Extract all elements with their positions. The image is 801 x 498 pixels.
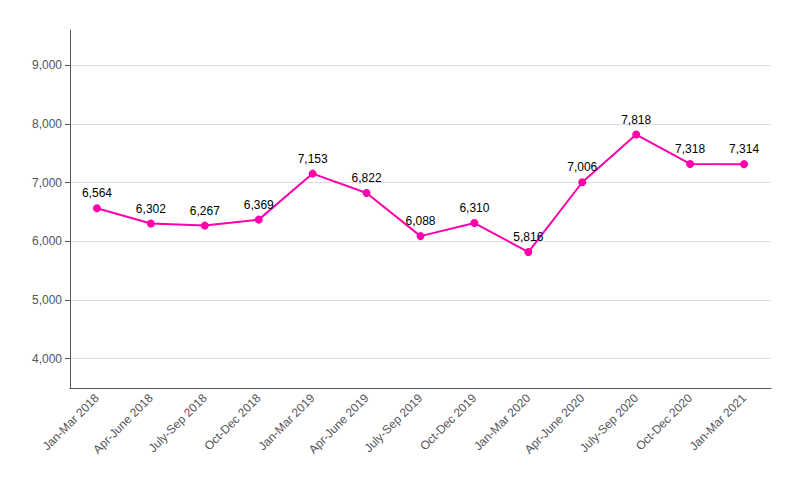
svg-text:6,564: 6,564	[82, 186, 112, 200]
svg-text:Apr-June 2018: Apr-June 2018	[90, 391, 156, 457]
svg-text:Oct-Dec 2018: Oct-Dec 2018	[201, 391, 264, 454]
svg-text:6,302: 6,302	[136, 202, 166, 216]
svg-text:7,153: 7,153	[298, 152, 328, 166]
svg-text:6,088: 6,088	[405, 214, 435, 228]
svg-text:6,822: 6,822	[352, 171, 382, 185]
svg-text:7,818: 7,818	[621, 113, 651, 127]
svg-text:4,000: 4,000	[32, 352, 62, 366]
svg-text:7,318: 7,318	[675, 142, 705, 156]
svg-text:July-Sep 2019: July-Sep 2019	[361, 391, 425, 455]
svg-text:5,000: 5,000	[32, 293, 62, 307]
svg-text:6,000: 6,000	[32, 234, 62, 248]
svg-text:Apr-June 2019: Apr-June 2019	[306, 391, 372, 457]
svg-text:Apr-June 2020: Apr-June 2020	[521, 391, 588, 457]
svg-text:7,314: 7,314	[729, 142, 759, 156]
svg-text:July-Sep 2018: July-Sep 2018	[146, 391, 210, 455]
svg-text:6,310: 6,310	[459, 201, 489, 215]
svg-text:7,006: 7,006	[567, 160, 597, 174]
svg-text:Jan-Mar 2020: Jan-Mar 2020	[471, 391, 534, 454]
svg-text:6,369: 6,369	[244, 198, 274, 212]
svg-text:Jan-Mar 2018: Jan-Mar 2018	[39, 391, 102, 454]
svg-text:Oct-Dec 2020: Oct-Dec 2020	[632, 391, 696, 454]
svg-text:Oct-Dec 2019: Oct-Dec 2019	[417, 391, 480, 454]
svg-text:July-Sep 2020: July-Sep 2020	[577, 391, 641, 455]
svg-text:Jan-Mar 2019: Jan-Mar 2019	[255, 391, 318, 454]
svg-text:8,000: 8,000	[32, 117, 62, 131]
svg-text:7,000: 7,000	[32, 176, 62, 190]
svg-text:5,816: 5,816	[513, 230, 543, 244]
svg-text:6,267: 6,267	[190, 204, 220, 218]
svg-text:9,000: 9,000	[32, 58, 62, 72]
svg-text:Jan-Mar 2021: Jan-Mar 2021	[687, 391, 749, 453]
